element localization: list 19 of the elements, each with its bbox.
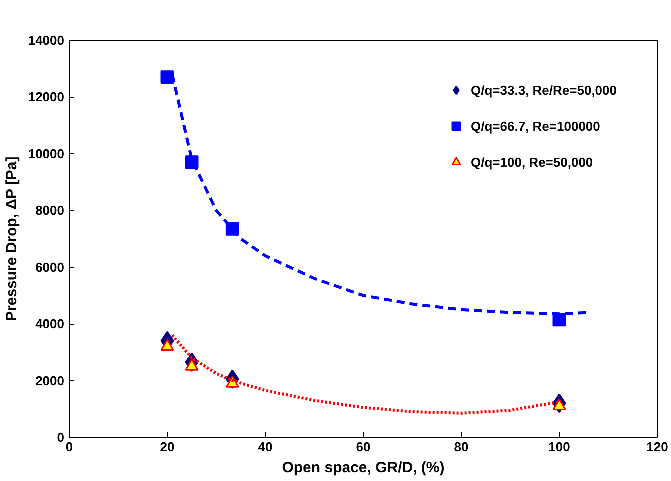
x-tick-label: 20 [160, 440, 175, 454]
legend-label: Q/q=100, Re=50,000 [471, 154, 594, 170]
y-axis-title: Pressure Drop, ΔP [Pa] [3, 156, 20, 322]
x-axis-title: Open space, GR/D, (%) [282, 460, 445, 476]
x-tick-label: 120 [646, 440, 668, 454]
y-tick-label: 2000 [36, 373, 64, 388]
x-tick-label: 100 [548, 440, 570, 454]
legend-label: Q/q=33.3, Re/Re=50,000 [471, 82, 617, 98]
y-tick-label: 6000 [36, 260, 64, 275]
y-tick-label: 14000 [28, 33, 65, 48]
x-tick-label: 80 [454, 440, 469, 454]
x-tick-label: 40 [258, 440, 273, 454]
y-tick-label: 12000 [28, 90, 65, 105]
y-tick-label: 8000 [36, 203, 64, 218]
legend-label: Q/q=66.7, Re=100000 [471, 118, 600, 134]
y-tick-label: 10000 [28, 146, 65, 162]
y-tick-label: 0 [57, 430, 65, 445]
x-tick-label: 60 [356, 440, 371, 454]
y-tick-label: 4000 [36, 316, 64, 332]
